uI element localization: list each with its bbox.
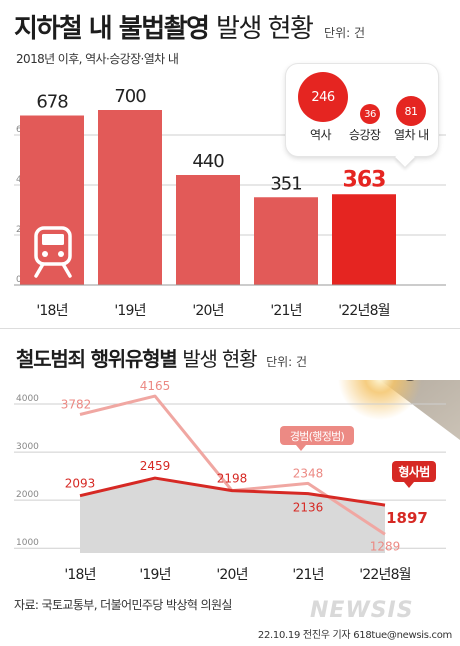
x-tick-label: '19년 xyxy=(139,567,170,583)
bar-chart-illegal-filming: 0200400600678'18년700'19년440'20년351'21년36… xyxy=(14,86,446,319)
data-label-minor: 2348 xyxy=(293,466,324,480)
train-bubble: 81 xyxy=(396,96,426,126)
minor-badge-tail xyxy=(296,445,306,451)
unit-label: 단위: 건 xyxy=(324,26,366,40)
y-tick-label: 2000 xyxy=(16,490,39,500)
bar-value-label: 678 xyxy=(36,92,68,113)
section2-title: 철도범죄 행위유형별 발생 현황 단위: 건 xyxy=(16,343,307,372)
section2-title-light: 발생 현황 xyxy=(182,347,257,371)
y-tick-label: 3000 xyxy=(16,442,39,452)
x-tick-label: '22년8월 xyxy=(359,567,411,583)
station-bubble: 246 xyxy=(298,72,348,122)
camera-lens-icon xyxy=(405,380,415,381)
lens-glare xyxy=(338,380,422,420)
minor-badge xyxy=(280,426,354,445)
area-fill xyxy=(80,478,385,553)
platform-value: 36 xyxy=(364,108,376,120)
station-value: 246 xyxy=(311,89,335,105)
bar xyxy=(332,194,396,285)
bar-value-label: 440 xyxy=(192,151,224,172)
train-value: 81 xyxy=(404,104,419,118)
y-tick-label: 1000 xyxy=(16,538,39,548)
x-tick-label: '18년 xyxy=(64,567,95,583)
data-label-minor: 3782 xyxy=(61,398,92,412)
title-light: 발생 현황 xyxy=(216,14,314,44)
train-label: 열차 내 xyxy=(394,128,429,142)
newsis-watermark: NEWSIS xyxy=(310,598,414,623)
bar xyxy=(254,197,318,285)
section2-title-bold: 철도범죄 행위유형별 xyxy=(16,347,178,371)
section2-unit: 단위: 건 xyxy=(266,355,308,369)
bar xyxy=(176,175,240,285)
x-tick-label: '21년 xyxy=(292,567,323,583)
bar-value-label: 700 xyxy=(114,86,146,107)
train-icon xyxy=(34,226,72,278)
source-note: 자료: 국토교통부, 더불어민주당 박상혁 의원실 xyxy=(14,598,232,612)
bar xyxy=(98,110,162,285)
criminal-badge xyxy=(392,461,436,482)
series-line-criminal xyxy=(79,476,386,507)
credit-line: 22.10.19 전진우 기자 618tue@newsis.com xyxy=(257,630,452,641)
bar-value-label: 351 xyxy=(270,173,301,194)
data-label-criminal: 2198 xyxy=(217,472,248,486)
criminal-badge-tail xyxy=(404,482,414,488)
data-label-minor: 1289 xyxy=(370,539,401,553)
subtitle: 2018년 이후, 역사·승강장·열차 내 xyxy=(16,52,179,66)
x-tick-label: '21년 xyxy=(270,303,301,319)
criminal-badge-label: 형사범 xyxy=(398,464,429,479)
x-tick-label: '18년 xyxy=(36,303,67,319)
x-tick-label: '20년 xyxy=(192,303,223,319)
x-tick-label: '22년8월 xyxy=(338,303,390,319)
section-divider xyxy=(0,328,460,329)
page-title: 지하철 내 불법촬영 발생 현황 단위: 건 xyxy=(14,8,365,45)
bar xyxy=(20,115,84,285)
line-chart-rail-crime: 1000 2000 3000 4000 3782 4165 2348 1289 2093 2459… xyxy=(14,380,460,583)
platform-bubble: 36 xyxy=(360,104,380,124)
x-tick-label: '20년 xyxy=(216,567,247,583)
data-label-minor: 4165 xyxy=(140,380,171,393)
minor-badge-label: 경범(행정범) xyxy=(290,430,345,443)
y-tick-label: 0 xyxy=(16,275,22,285)
platform-label: 승강장 xyxy=(349,128,381,142)
title-bold: 지하철 내 불법촬영 xyxy=(14,14,210,44)
data-label-criminal: 2093 xyxy=(65,477,96,491)
data-label-criminal: 2459 xyxy=(140,459,171,473)
x-tick-label: '19년 xyxy=(114,303,145,319)
station-label: 역사 xyxy=(310,128,331,142)
data-label-criminal: 2136 xyxy=(293,501,324,515)
bar-value-label: 363 xyxy=(343,167,386,192)
y-tick-label: 4000 xyxy=(16,394,39,404)
data-label-criminal: 1897 xyxy=(386,509,428,527)
